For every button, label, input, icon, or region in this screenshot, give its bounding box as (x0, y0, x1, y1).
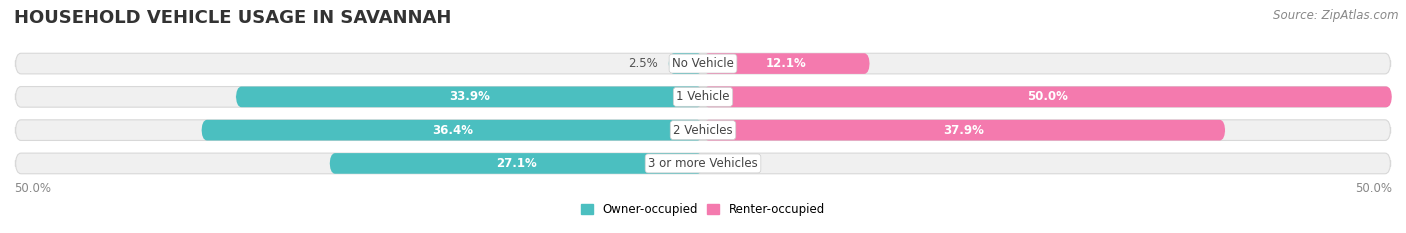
Text: 36.4%: 36.4% (432, 124, 472, 137)
Text: 50.0%: 50.0% (1026, 90, 1069, 103)
FancyBboxPatch shape (329, 153, 703, 174)
Text: Source: ZipAtlas.com: Source: ZipAtlas.com (1274, 9, 1399, 22)
Text: 1 Vehicle: 1 Vehicle (676, 90, 730, 103)
Text: 50.0%: 50.0% (1355, 182, 1392, 195)
FancyBboxPatch shape (15, 120, 1391, 140)
FancyBboxPatch shape (703, 86, 1392, 107)
FancyBboxPatch shape (201, 120, 703, 140)
Text: 0.0%: 0.0% (724, 157, 754, 170)
Text: 50.0%: 50.0% (14, 182, 51, 195)
Text: 33.9%: 33.9% (449, 90, 489, 103)
Text: No Vehicle: No Vehicle (672, 57, 734, 70)
FancyBboxPatch shape (703, 120, 1225, 140)
FancyBboxPatch shape (15, 153, 1391, 174)
FancyBboxPatch shape (15, 53, 1391, 74)
Text: 2.5%: 2.5% (628, 57, 658, 70)
FancyBboxPatch shape (236, 86, 703, 107)
Text: HOUSEHOLD VEHICLE USAGE IN SAVANNAH: HOUSEHOLD VEHICLE USAGE IN SAVANNAH (14, 9, 451, 27)
Text: 37.9%: 37.9% (943, 124, 984, 137)
FancyBboxPatch shape (15, 86, 1391, 107)
Text: 12.1%: 12.1% (766, 57, 807, 70)
Text: 27.1%: 27.1% (496, 157, 537, 170)
Legend: Owner-occupied, Renter-occupied: Owner-occupied, Renter-occupied (576, 198, 830, 221)
FancyBboxPatch shape (669, 53, 703, 74)
Text: 2 Vehicles: 2 Vehicles (673, 124, 733, 137)
FancyBboxPatch shape (703, 53, 870, 74)
Text: 3 or more Vehicles: 3 or more Vehicles (648, 157, 758, 170)
